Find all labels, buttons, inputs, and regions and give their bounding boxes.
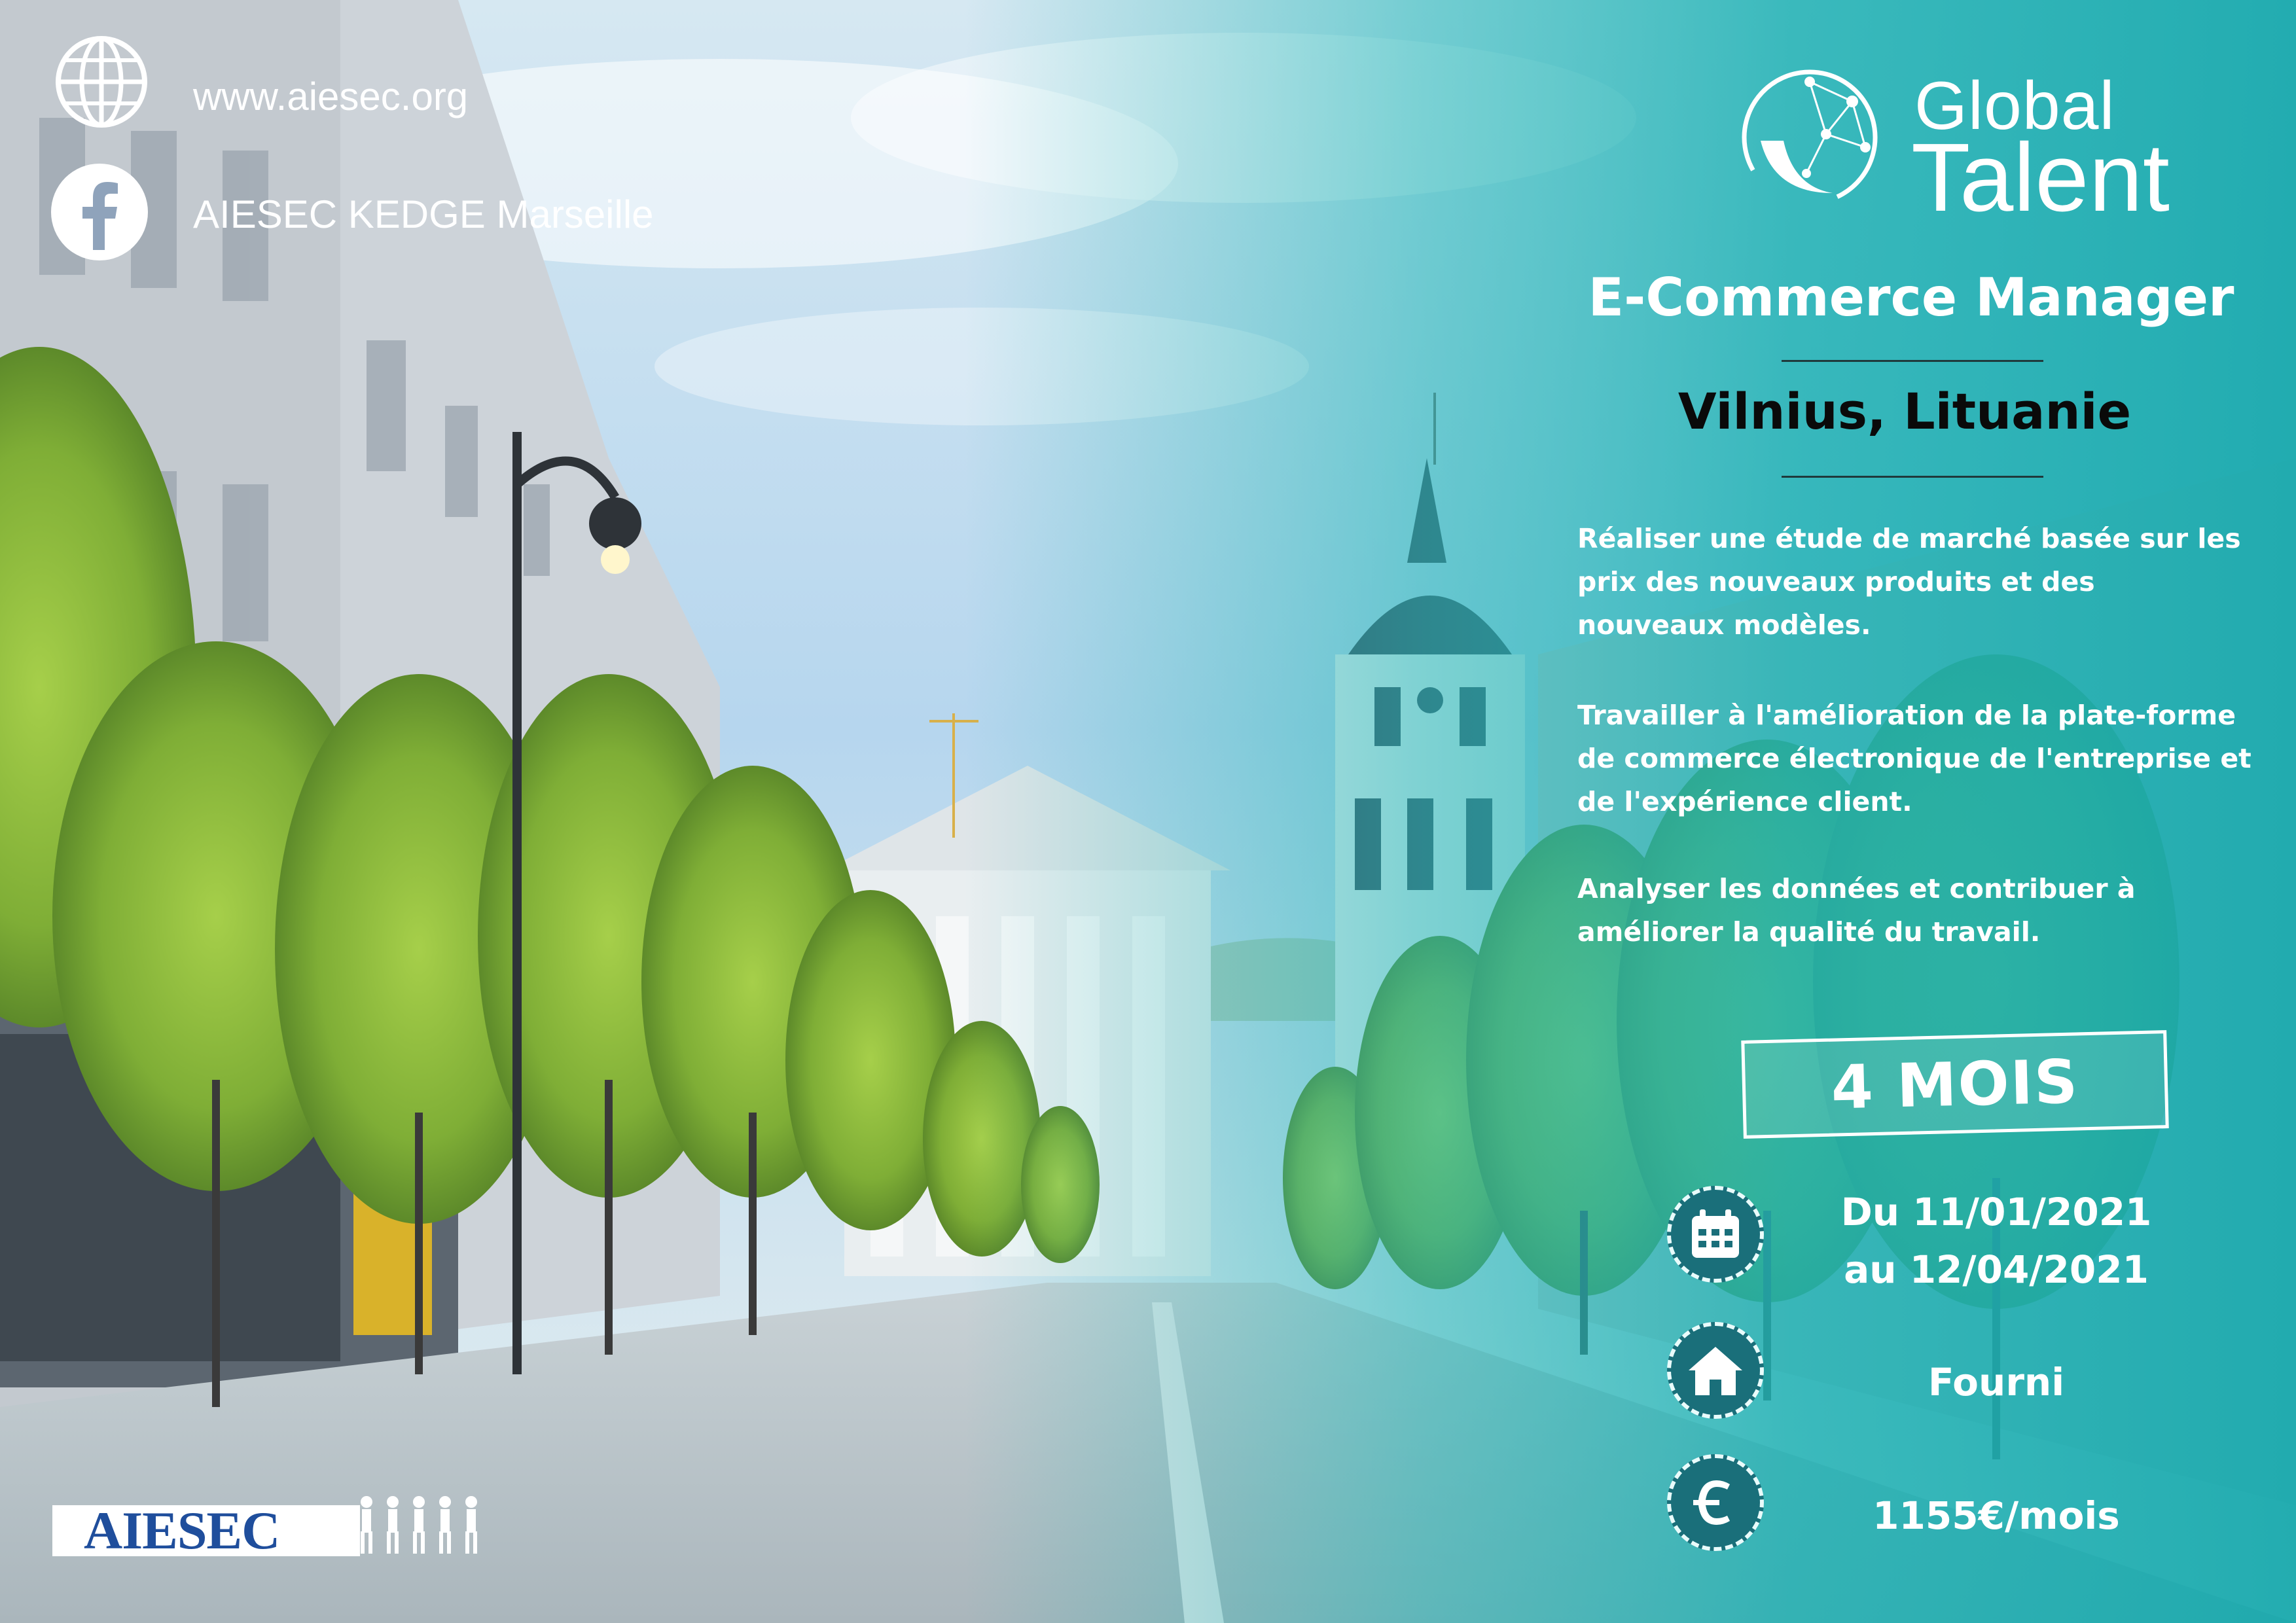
global-talent-logo-icon [1742, 69, 1878, 205]
euro-icon [1693, 1480, 1730, 1525]
globe-icon [56, 36, 147, 128]
website-link[interactable]: www.aiesec.org [193, 75, 469, 118]
description-line: nouveaux modèles. [1577, 609, 1871, 641]
aiesec-logo: AIESEC [52, 1501, 360, 1560]
facebook-icon-wrap [51, 164, 148, 260]
description-line: Analyser les données et contribuer à [1577, 873, 2136, 904]
description-line: Réaliser une étude de marché basée sur l… [1577, 523, 2241, 554]
global-talent-logo: Global Talent [1734, 62, 2258, 232]
calendar-icon [1692, 1209, 1739, 1258]
salary-value: 1155€/mois [1873, 1493, 2120, 1538]
job-location: Vilnius, Lituanie [1677, 382, 2132, 440]
duration-label: 4 MOIS [1830, 1046, 2080, 1123]
calendar-icon-circle [1667, 1186, 1764, 1283]
description-line: de commerce électronique de l'entreprise… [1577, 743, 2251, 774]
job-title: E-Commerce Manager [1588, 267, 2234, 328]
house-icon-circle [1667, 1322, 1764, 1419]
aiesec-people-icon [361, 1496, 477, 1554]
job-description-1: Réaliser une étude de marché basée sur l… [1577, 517, 2284, 647]
facebook-link[interactable]: AIESEC KEDGE Marseille [193, 192, 654, 236]
duration-badge: 4 MOIS [1741, 1030, 2169, 1139]
job-description-3: Analyser les données et contribuer à amé… [1577, 867, 2284, 954]
dates-line-2: au 12/04/2021 [1844, 1247, 2149, 1292]
dates-line-1: Du 11/01/2021 [1840, 1190, 2152, 1234]
brand-line-global: Global [1914, 68, 2115, 144]
house-icon [1689, 1347, 1742, 1395]
aiesec-wordmark: AIESEC [84, 1501, 280, 1560]
job-description-2: Travailler à l'amélioration de la plate-… [1577, 694, 2284, 823]
description-line: prix des nouveaux produits et des [1577, 566, 2095, 597]
title-divider [1782, 360, 2043, 362]
description-line: améliorer la qualité du travail. [1577, 916, 2041, 948]
housing-value: Fourni [1928, 1360, 2065, 1404]
location-divider [1782, 476, 2043, 478]
description-line: de l'expérience client. [1577, 786, 1912, 817]
brand-line-talent: Talent [1911, 124, 2170, 232]
facebook-icon [51, 164, 148, 260]
euro-icon-circle [1667, 1454, 1764, 1551]
website-icon-wrap [52, 33, 151, 131]
description-line: Travailler à l'amélioration de la plate-… [1577, 700, 2236, 731]
